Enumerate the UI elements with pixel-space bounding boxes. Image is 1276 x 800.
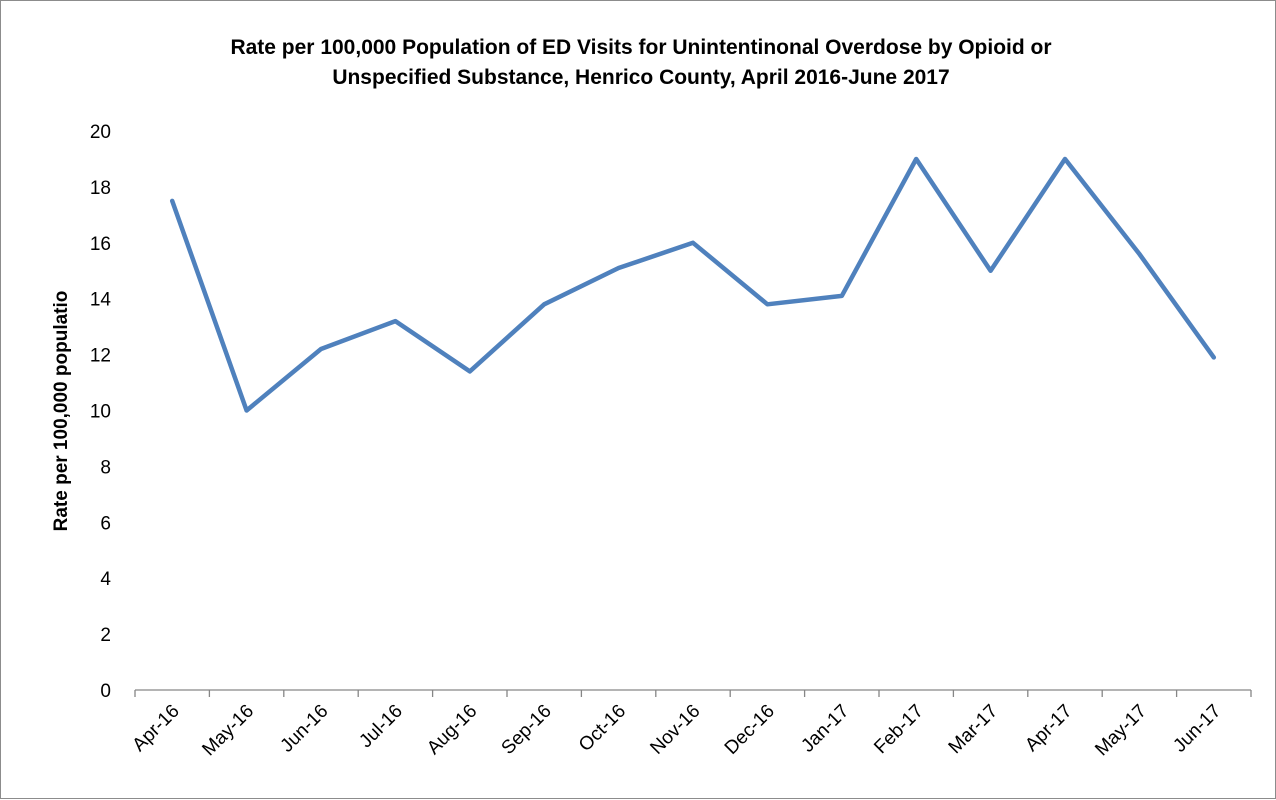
x-tick-label: Aug-16 bbox=[423, 701, 481, 759]
chart-title: Rate per 100,000 Population of ED Visits… bbox=[81, 33, 1201, 93]
y-tick-label: 4 bbox=[100, 569, 111, 590]
x-axis-ticks: Apr-16 May-16 Jun-16 Jul-16 Aug-16 Sep-16 Oct-… bbox=[129, 701, 1226, 761]
x-tick-label: Jun-17 bbox=[1169, 701, 1225, 757]
y-tick-label: 0 bbox=[100, 681, 111, 702]
x-tick-label: Nov-16 bbox=[646, 701, 704, 759]
y-tick-label: 14 bbox=[90, 290, 112, 311]
x-tick-label: Jun-16 bbox=[277, 701, 333, 757]
y-tick-label: 20 bbox=[90, 122, 111, 143]
y-tick-label: 2 bbox=[100, 625, 111, 646]
chart-title-line-1: Rate per 100,000 Population of ED Visits… bbox=[230, 36, 1052, 59]
y-tick-label: 12 bbox=[90, 346, 111, 367]
y-tick-label: 18 bbox=[90, 178, 111, 199]
y-tick-label: 10 bbox=[90, 402, 111, 423]
x-tick-label: Jan-17 bbox=[797, 701, 853, 757]
chart-title-line-2: Unspecified Substance, Henrico County, A… bbox=[332, 66, 950, 89]
x-tick-label: Dec-16 bbox=[721, 701, 779, 759]
y-axis-ticks: 0 2 4 6 8 10 12 14 16 18 20 bbox=[90, 122, 112, 702]
x-tick-label: Feb-17 bbox=[870, 701, 927, 758]
y-tick-label: 16 bbox=[90, 234, 111, 255]
x-tick-label: Apr-17 bbox=[1021, 701, 1076, 756]
series-line bbox=[169, 156, 1217, 413]
y-tick-label: 6 bbox=[100, 513, 111, 534]
x-tick-label: Apr-16 bbox=[129, 701, 184, 756]
y-tick-label: 8 bbox=[100, 457, 111, 478]
x-axis bbox=[134, 689, 1252, 697]
x-tick-label: Sep-16 bbox=[498, 701, 556, 759]
x-tick-label: Mar-17 bbox=[945, 701, 1002, 758]
x-tick-label: Oct-16 bbox=[575, 701, 630, 756]
x-tick-label: May-17 bbox=[1091, 701, 1151, 761]
x-tick-label: Jul-16 bbox=[355, 701, 406, 752]
series-group bbox=[169, 156, 1217, 413]
x-tick-label: May-16 bbox=[198, 701, 258, 761]
y-axis-label: Rate per 100,000 populatio bbox=[51, 291, 72, 532]
